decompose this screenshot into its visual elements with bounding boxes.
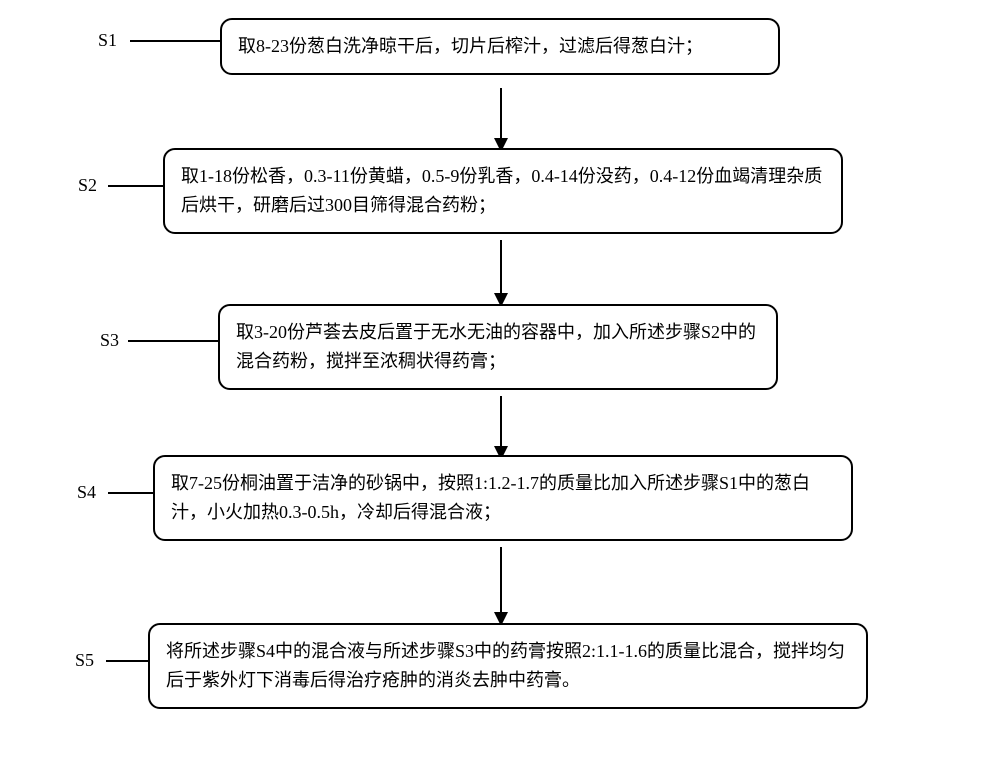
label-line-s2 — [108, 185, 163, 187]
flowchart-container: S1 取8-23份葱白洗净晾干后，切片后榨汁，过滤后得葱白汁； S2 取1-18… — [0, 0, 1000, 760]
step-text-s3: 取3-20份芦荟去皮后置于无水无油的容器中，加入所述步骤S2中的混合药粉，搅拌至… — [236, 322, 756, 371]
label-line-s3 — [128, 340, 218, 342]
step-text-s1: 取8-23份葱白洗净晾干后，切片后榨汁，过滤后得葱白汁； — [238, 36, 703, 56]
step-label-s3: S3 — [100, 330, 119, 351]
step-label-s5: S5 — [75, 650, 94, 671]
step-label-s2: S2 — [78, 175, 97, 196]
step-text-s4: 取7-25份桐油置于洁净的砂锅中，按照1:1.2-1.7的质量比加入所述步骤S1… — [171, 473, 810, 522]
arrow-s2 — [500, 240, 502, 298]
step-box-s2: 取1-18份松香，0.3-11份黄蜡，0.5-9份乳香，0.4-14份没药，0.… — [163, 148, 843, 234]
step-box-s1: 取8-23份葱白洗净晾干后，切片后榨汁，过滤后得葱白汁； — [220, 18, 780, 75]
label-line-s5 — [106, 660, 148, 662]
arrow-s1 — [500, 88, 502, 143]
step-label-s4: S4 — [77, 482, 96, 503]
arrow-s3 — [500, 396, 502, 451]
step-box-s3: 取3-20份芦荟去皮后置于无水无油的容器中，加入所述步骤S2中的混合药粉，搅拌至… — [218, 304, 778, 390]
step-text-s2: 取1-18份松香，0.3-11份黄蜡，0.5-9份乳香，0.4-14份没药，0.… — [181, 166, 822, 215]
step-box-s5: 将所述步骤S4中的混合液与所述步骤S3中的药膏按照2:1.1-1.6的质量比混合… — [148, 623, 868, 709]
step-text-s5: 将所述步骤S4中的混合液与所述步骤S3中的药膏按照2:1.1-1.6的质量比混合… — [166, 641, 845, 690]
arrow-s4 — [500, 547, 502, 617]
step-box-s4: 取7-25份桐油置于洁净的砂锅中，按照1:1.2-1.7的质量比加入所述步骤S1… — [153, 455, 853, 541]
label-line-s1 — [130, 40, 220, 42]
step-label-s1: S1 — [98, 30, 117, 51]
label-line-s4 — [108, 492, 153, 494]
